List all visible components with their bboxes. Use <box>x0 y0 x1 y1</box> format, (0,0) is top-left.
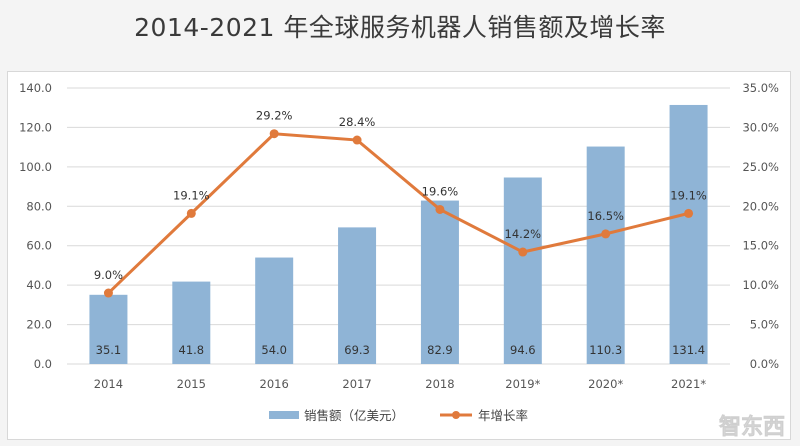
bar-data-label: 69.3 <box>344 343 370 357</box>
line-point <box>684 208 694 218</box>
y-right-tick-label: 5.0% <box>750 318 779 332</box>
bar-data-label: 35.1 <box>96 343 122 357</box>
x-tick-label: 2014 <box>94 377 123 391</box>
x-tick-label: 2020* <box>588 377 623 391</box>
bar <box>172 281 211 364</box>
bar <box>89 294 128 364</box>
line-point <box>518 247 528 257</box>
bar <box>669 104 708 364</box>
bar-data-label: 110.3 <box>589 343 622 357</box>
line-data-label: 14.2% <box>505 227 542 241</box>
y-right-tick-label: 10.0% <box>742 278 779 292</box>
growth-line <box>107 132 689 295</box>
chart-frame <box>7 71 791 440</box>
y-left-tick-label: 80.0 <box>26 199 52 213</box>
x-tick-label: 2019* <box>505 377 540 391</box>
line-point <box>186 208 196 218</box>
line-data-label: 29.2% <box>256 109 293 123</box>
bar <box>420 200 459 364</box>
legend-bar-swatch <box>269 411 299 419</box>
x-tick-label: 2016 <box>260 377 289 391</box>
bar <box>586 146 625 364</box>
line-data-label: 28.4% <box>339 115 376 129</box>
legend-bar-label: 销售额（亿美元） <box>304 408 404 423</box>
y-right-tick-label: 20.0% <box>742 199 779 213</box>
line-point <box>269 129 279 139</box>
bar-data-label: 94.6 <box>510 343 536 357</box>
line-point <box>435 204 445 214</box>
y-left-tick-label: 60.0 <box>26 239 52 253</box>
y-right-tick-label: 25.0% <box>742 160 779 174</box>
x-tick-label: 2017 <box>342 377 371 391</box>
legend-line-marker <box>452 411 460 419</box>
y-right-tick-label: 30.0% <box>742 120 779 134</box>
y-left-tick-label: 140.0 <box>19 81 52 95</box>
y-right-tick-label: 0.0% <box>750 357 779 371</box>
x-tick-label: 2018 <box>425 377 454 391</box>
line-data-label: 9.0% <box>94 268 123 282</box>
x-tick-label: 2021* <box>671 377 706 391</box>
line-data-label: 19.1% <box>173 188 210 202</box>
bar-data-label: 54.0 <box>261 343 287 357</box>
y-left-tick-label: 40.0 <box>26 278 52 292</box>
chart-title: 2014-2021 年全球服务机器人销售额及增长率 <box>134 13 666 42</box>
y-right-tick-label: 15.0% <box>742 239 779 253</box>
watermark-logo: 智东西 <box>719 414 785 440</box>
bar-data-label: 131.4 <box>672 343 705 357</box>
bar <box>503 177 542 364</box>
line-point <box>352 135 362 145</box>
line-data-label: 19.6% <box>422 184 459 198</box>
bar-data-label: 82.9 <box>427 343 453 357</box>
y-right-tick-label: 35.0% <box>742 81 779 95</box>
x-tick-label: 2015 <box>177 377 206 391</box>
line-point <box>601 229 611 239</box>
bar <box>255 257 294 364</box>
bar <box>338 227 377 364</box>
y-left-tick-label: 0.0 <box>34 357 52 371</box>
y-left-tick-label: 120.0 <box>19 120 52 134</box>
line-data-label: 16.5% <box>587 209 624 223</box>
bar-data-label: 41.8 <box>179 343 205 357</box>
legend-line-label: 年增长率 <box>478 408 528 423</box>
line-data-label: 19.1% <box>670 188 707 202</box>
line-point <box>103 288 113 298</box>
y-left-tick-label: 20.0 <box>26 318 52 332</box>
y-left-tick-label: 100.0 <box>19 160 52 174</box>
